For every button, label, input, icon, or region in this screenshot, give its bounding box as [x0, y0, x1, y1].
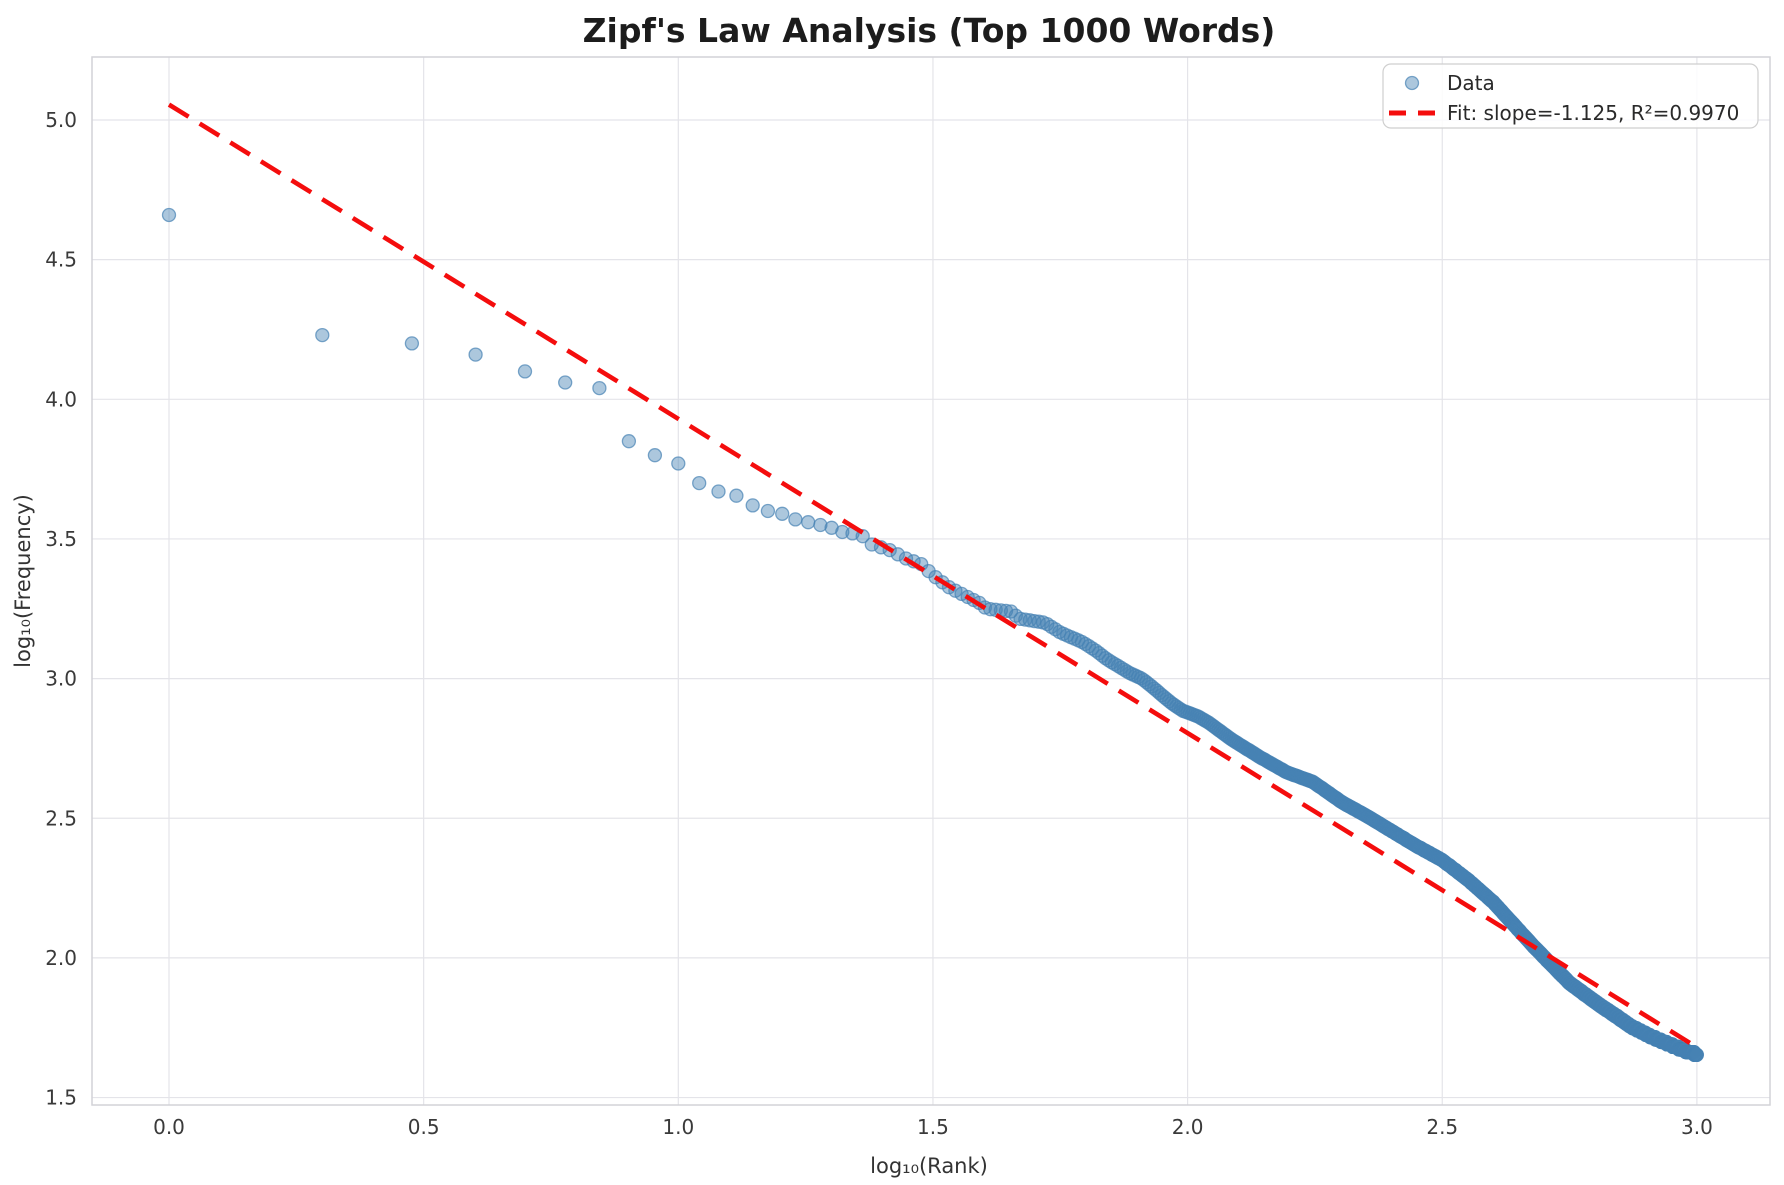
scatter-point — [711, 484, 726, 499]
scatter-point — [468, 347, 483, 362]
y-tick-label: 1.5 — [45, 1086, 77, 1110]
y-tick-label: 2.0 — [45, 946, 77, 970]
legend-box — [1382, 63, 1759, 129]
y-tick-label: 4.0 — [45, 387, 77, 411]
scatter-point — [161, 207, 177, 223]
x-tick-label: 3.0 — [1681, 1115, 1713, 1139]
legend-data-label: Data — [1447, 71, 1495, 95]
chart-title: Zipf's Law Analysis (Top 1000 Words) — [583, 11, 1276, 50]
scatter-point — [1044, 619, 1059, 634]
scatter-point — [592, 380, 607, 396]
scatter-point — [760, 503, 776, 519]
scatter-point — [517, 364, 533, 379]
x-tick-label: 1.5 — [917, 1115, 949, 1139]
legend-fit-label: Fit: slope=-1.125, R²=0.9970 — [1447, 101, 1739, 125]
y-tick-label: 3.5 — [45, 527, 77, 551]
y-axis-label: log₁₀(Frequency) — [11, 494, 35, 668]
x-tick-label: 0.0 — [153, 1115, 185, 1139]
legend-data-marker-icon — [1404, 75, 1420, 91]
y-tick-label: 3.0 — [45, 667, 77, 691]
scatter-point — [671, 456, 686, 471]
y-tick-label: 5.0 — [45, 108, 77, 132]
scatter-point — [813, 517, 828, 533]
scatter-point — [1031, 614, 1046, 629]
grid-layer — [92, 57, 1770, 1105]
scatter-point — [1689, 1047, 1705, 1062]
scatter-point — [692, 475, 707, 491]
scatter-point — [801, 515, 816, 530]
scatter-point — [745, 498, 760, 513]
y-tick-label: 2.5 — [45, 806, 77, 830]
scatter-point — [890, 547, 905, 562]
scatter-point — [729, 488, 744, 503]
tick-labels: 0.0 0.5 1.0 1.5 2.0 2.5 3.0 1.5 2.0 2.5 3.0 3.5 4.0 4… — [45, 108, 1713, 1139]
plot-border — [91, 56, 1771, 1106]
x-tick-label: 1.0 — [662, 1115, 694, 1139]
scatter-point — [558, 375, 573, 390]
scatter-point — [788, 512, 803, 527]
scatter-point — [647, 448, 663, 463]
scatter-point — [775, 506, 790, 521]
x-tick-label: 2.0 — [1172, 1115, 1204, 1139]
scatter-point — [404, 336, 420, 351]
fit-line-layer — [167, 102, 1699, 1050]
x-tick-label: 2.5 — [1426, 1115, 1458, 1139]
fit-line — [167, 102, 1699, 1050]
x-tick-label: 0.5 — [408, 1115, 440, 1139]
legend: Data Fit: slope=-1.125, R²=0.9970 — [1382, 63, 1759, 129]
scatter-point — [835, 524, 850, 540]
x-axis-label: log₁₀(Rank) — [870, 1154, 988, 1178]
scatter-point — [621, 434, 637, 449]
y-tick-label: 4.5 — [45, 248, 77, 272]
scatter-point — [315, 327, 330, 343]
